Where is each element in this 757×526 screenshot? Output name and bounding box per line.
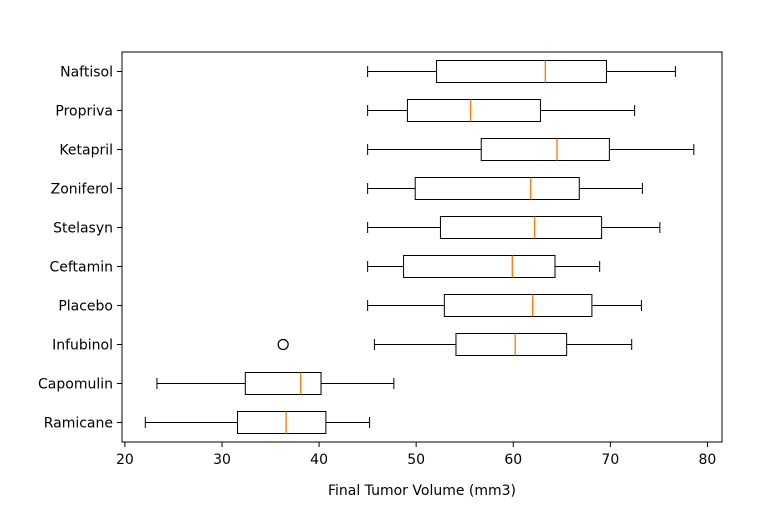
y-tick-label: Naftisol (60, 65, 113, 81)
iqr-box (403, 255, 556, 278)
iqr-box (406, 99, 541, 122)
plot-area (144, 60, 695, 434)
y-tick-label: Ramicane (44, 416, 113, 432)
x-axis-label: Final Tumor Volume (mm3) (328, 483, 516, 499)
box-stelasyn (367, 216, 661, 239)
x-tick-label: 40 (310, 452, 328, 468)
box-infubinol (277, 333, 633, 356)
y-tick-label: Infubinol (52, 338, 113, 354)
x-tick-label: 60 (504, 452, 522, 468)
box-capomulin (156, 372, 395, 395)
y-tick-label: Ceftamin (49, 260, 113, 276)
y-tick-label: Ketapril (59, 143, 113, 159)
y-tick-label: Propriva (55, 104, 113, 120)
iqr-box (237, 411, 327, 434)
iqr-box (455, 333, 568, 356)
box-naftisol (367, 60, 676, 83)
axes-frame (121, 51, 723, 443)
x-tick-label: 30 (213, 452, 231, 468)
y-tick-label: Capomulin (38, 377, 113, 393)
iqr-box (443, 294, 593, 317)
box-placebo (367, 294, 642, 317)
iqr-box (244, 372, 322, 395)
box-zoniferol (367, 177, 643, 200)
x-tick-label: 80 (699, 452, 717, 468)
iqr-box (480, 138, 610, 161)
y-axis: Ramicane Capomulin Infubinol Placebo Ceftami… (38, 65, 122, 432)
box-ramicane (144, 411, 371, 434)
y-tick-label: Placebo (58, 299, 113, 315)
x-tick-label: 50 (407, 452, 425, 468)
iqr-box (414, 177, 580, 200)
x-tick-label: 70 (601, 452, 619, 468)
x-axis: 20 30 40 50 60 70 80 (116, 442, 716, 468)
iqr-box (436, 60, 607, 83)
y-tick-label: Zoniferol (51, 182, 113, 198)
iqr-box (439, 216, 603, 239)
box-ceftamin (367, 255, 601, 278)
y-tick-label: Stelasyn (53, 221, 113, 237)
x-tick-label: 20 (116, 452, 134, 468)
outlier-point (277, 338, 289, 351)
box-propriva (367, 99, 636, 122)
box-ketapril (367, 138, 695, 161)
